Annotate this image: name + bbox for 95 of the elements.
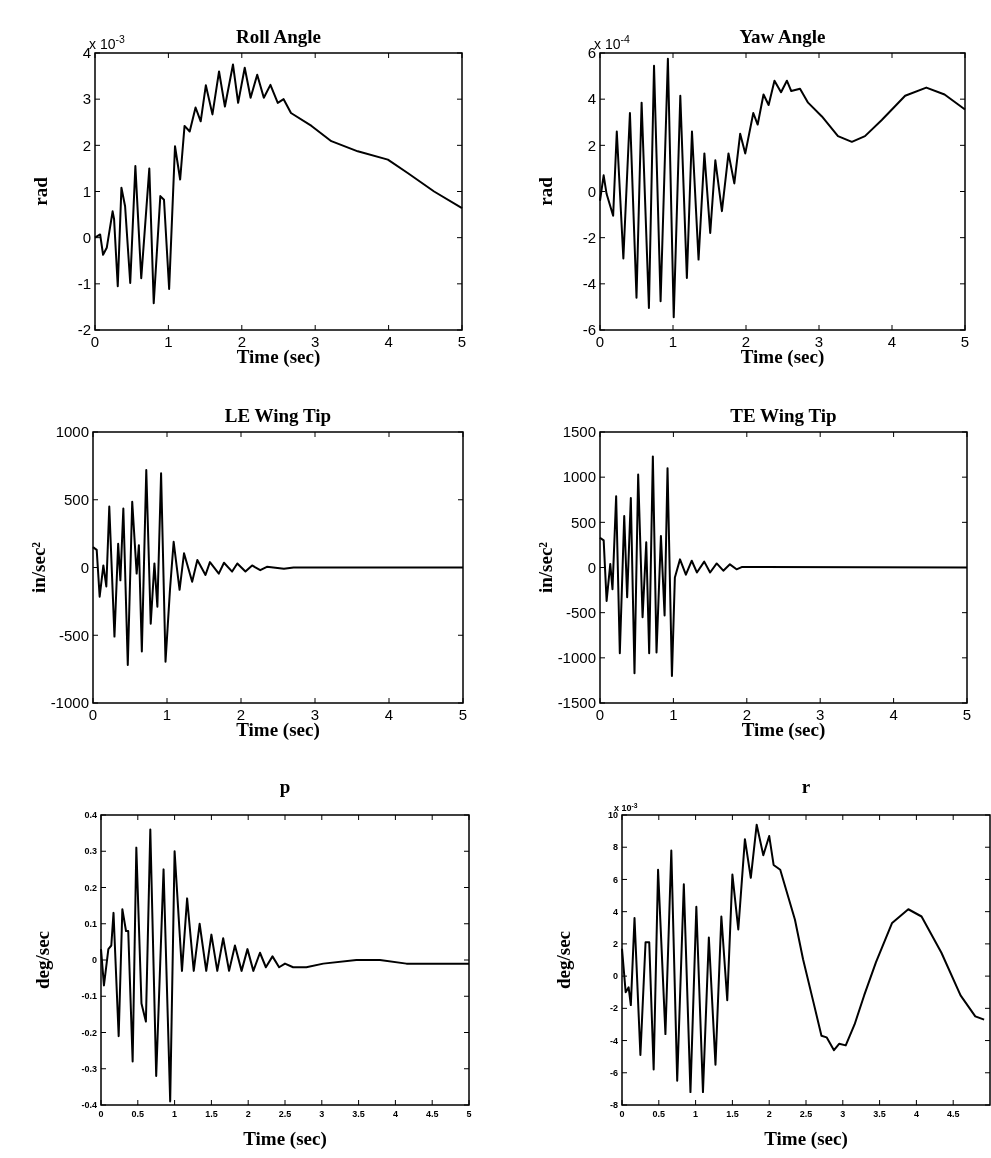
chart-title: LE Wing Tip [224,405,332,426]
y-tick-label: 0 [80,558,89,576]
y-tick-label: 3 [82,90,91,108]
x-tick-label: 2 [766,1109,772,1119]
y-tick-label: 6 [612,874,618,885]
x-tick-label: 3.5 [873,1109,886,1119]
x-tick-label: 0 [619,1109,625,1119]
y-tick-label: -1500 [557,694,596,712]
y-tick-label: 1500 [562,423,596,441]
x-tick-label: 1.5 [726,1109,739,1119]
y-tick-label: 4 [82,44,91,62]
x-tick-label: 4 [392,1109,398,1119]
text: x 10$^{-3}$ [89,33,125,52]
x-tick-label: 1 [162,706,172,723]
y-tick-label: -4 [582,275,596,293]
y-tick-label: 2 [612,939,618,950]
y-axis-title: deg/sec [32,930,53,990]
y-tick-label: -2 [77,321,91,339]
y-tick-label: -0.3 [81,1063,97,1074]
y-tick-label: -2 [582,228,596,246]
chart-title: TE Wing Tip [730,405,837,426]
y-axis-title: deg/sec [553,930,574,990]
x-tick-label: 3 [840,1109,846,1119]
text: x 10$^{-3}$ [614,801,638,813]
x-tick-label: 4 [913,1109,919,1119]
y-axis-title: rad [30,176,51,206]
y-tick-label: 0 [82,228,91,246]
x-tick-label: 3.5 [352,1109,365,1119]
y-tick-label: 0.2 [84,882,97,893]
chart-title: p [279,776,291,797]
y-axis-title: rad [535,176,556,206]
y-tick-label: 0 [91,955,97,966]
x-tick-label: 5 [466,1109,472,1119]
y-tick-label: -4 [609,1035,618,1046]
x-axis-title: Time (sec) [764,1128,848,1150]
x-axis-title: Time (sec) [243,1128,327,1150]
y-tick-label: 0 [587,558,596,576]
x-tick-label: 2.5 [278,1109,292,1119]
y-tick-label: 2 [587,136,596,154]
x-tick-label: 4 [384,333,393,350]
x-tick-label: 4.5 [946,1109,960,1119]
x-tick-label: 1 [172,1109,178,1119]
y-tick-label: 4 [587,90,596,108]
y-tick-label: 4 [612,906,618,917]
y-tick-label: -1000 [557,649,596,667]
y-tick-label: -0.1 [81,991,97,1002]
y-tick-label: 6 [587,44,596,62]
x-tick-label: 1 [668,333,678,350]
y-tick-label: 500 [63,491,89,508]
y-tick-label: -0.2 [81,1027,97,1038]
y-tick-label: 10 [607,810,618,821]
x-tick-label: 4.5 [425,1109,439,1119]
y-tick-label: 2 [82,136,91,154]
x-tick-label: 4 [384,706,394,723]
x-tick-label: 1.5 [205,1109,218,1119]
x-tick-label: 5 [962,706,972,723]
y-tick-label: -500 [58,626,89,644]
y-tick-label: -8 [609,1100,618,1111]
x-tick-label: 1 [669,706,678,723]
y-tick-label: -6 [582,321,596,339]
y-tick-label: 500 [570,513,596,531]
y-tick-label: -0.4 [81,1100,97,1111]
y-tick-label: -1 [77,275,91,293]
y-tick-label: 1000 [55,423,89,441]
x-tick-label: 5 [457,333,467,350]
x-tick-label: 3 [319,1109,325,1119]
x-tick-label: 2 [245,1109,251,1119]
y-axis-title: in/sec² [535,541,556,594]
y-tick-label: -1000 [50,694,89,712]
y-tick-label: 1000 [562,468,596,486]
chart-title: Yaw Angle [739,26,826,47]
chart-title: r [801,776,811,797]
x-tick-label: 0.5 [652,1109,666,1119]
x-tick-label: 4 [887,333,897,350]
x-tick-label: 4 [889,706,898,723]
x-tick-label: 1 [164,333,173,350]
y-axis-title: in/sec² [28,541,49,594]
x-tick-label: 0.5 [131,1109,145,1119]
x-tick-label: 5 [960,333,970,350]
y-tick-label: 8 [612,842,618,853]
y-tick-label: 0.1 [84,918,97,929]
y-tick-label: 0 [587,182,596,200]
y-tick-label: 0.3 [84,846,97,857]
x-tick-label: 1 [693,1109,699,1119]
y-tick-label: -2 [609,1003,618,1014]
x-tick-label: 5 [458,706,468,723]
y-tick-label: 0 [612,971,618,982]
text: x 10$^{-4}$ [594,33,630,52]
chart-title: Roll Angle [236,26,321,47]
y-tick-label: 0.4 [84,810,97,821]
x-tick-label: 2.5 [799,1109,813,1119]
y-tick-label: 1 [82,182,91,200]
y-tick-label: -500 [565,603,596,621]
x-tick-label: 0 [98,1109,104,1119]
y-tick-label: -6 [609,1067,618,1078]
